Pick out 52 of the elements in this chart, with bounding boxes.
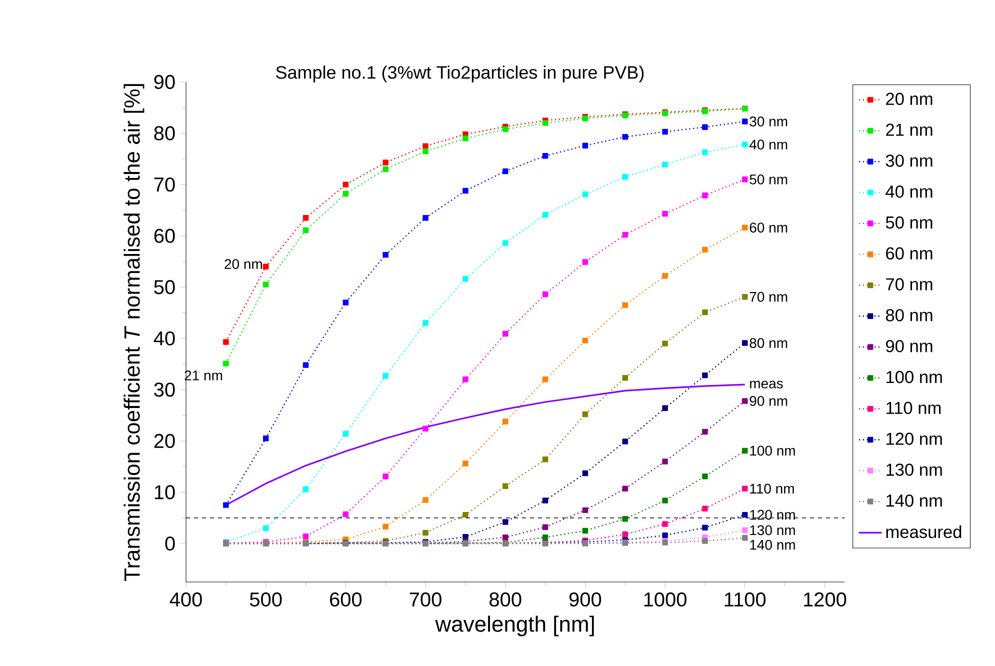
x-tick-label: 1100	[724, 592, 766, 607]
annotation: meas	[750, 380, 783, 388]
legend-label: 20 nm	[886, 92, 932, 106]
annotation: 30 nm	[750, 116, 788, 126]
annotation: 70 nm	[750, 292, 788, 302]
legend-label: 120 nm	[886, 432, 942, 445]
legend-label: 21 nm	[886, 124, 932, 136]
legend-label: 100 nm	[886, 370, 942, 384]
annotation: 80 nm	[750, 338, 788, 348]
x-tick-label: 1200	[804, 592, 846, 607]
legend-label: 70 nm	[886, 278, 932, 290]
legend-label: 140 nm	[886, 494, 942, 507]
legend-label: 30 nm	[886, 154, 932, 167]
x-tick-label: 900	[569, 592, 602, 607]
legend-label: 110 nm	[886, 402, 941, 414]
legend-label: 50 nm	[886, 216, 932, 229]
y-tick-label: 40	[154, 331, 175, 346]
annotation: 110 nm	[750, 484, 794, 494]
annotation: 60 nm	[750, 222, 788, 233]
y-tick-label: 20	[154, 434, 175, 448]
annotation: 40 nm	[749, 140, 788, 150]
annotation: 50 nm	[750, 174, 788, 184]
legend-label: 90 nm	[886, 340, 932, 352]
y-tick-label: 50	[154, 280, 175, 294]
x-axis-title: wavelength [nm]	[435, 616, 594, 636]
x-tick-label: 600	[330, 592, 362, 607]
y-tick-label: 0	[165, 536, 175, 551]
annotation: 21 nm	[184, 370, 222, 380]
annotation: 90 nm	[750, 396, 788, 406]
y-tick-label: 30	[154, 382, 175, 397]
annotation: 100 nm	[750, 446, 795, 456]
y-tick-label: 70	[154, 177, 175, 192]
legend-label: 40 nm	[886, 185, 932, 198]
annotation: 140 nm	[750, 540, 795, 550]
y-tick-label: 90	[154, 74, 175, 90]
x-tick-label: 700	[410, 592, 442, 607]
annotation: 120 nm	[750, 510, 795, 520]
y-tick-label: 10	[154, 485, 175, 500]
chart-title: Sample no.1 (3%wt Tio2particles in pure PVB)	[276, 66, 644, 82]
annotation: 130 nm	[750, 525, 795, 536]
x-tick-label: 1000	[644, 592, 686, 607]
legend-label: 130 nm	[886, 464, 942, 476]
legend-label: 80 nm	[886, 309, 932, 322]
y-tick-label: 60	[154, 228, 175, 243]
legend-label: 60 nm	[886, 247, 932, 260]
x-tick-label: 500	[250, 592, 282, 607]
x-tick-label: 800	[490, 592, 522, 607]
y-tick-label: 80	[154, 126, 175, 140]
x-tick-label: 400	[170, 592, 202, 607]
legend-label: measured	[886, 525, 962, 538]
annotation: 20 nm	[224, 259, 262, 270]
y-axis-title: Transmission coefficient T normalised to the air [%]	[124, 84, 144, 581]
